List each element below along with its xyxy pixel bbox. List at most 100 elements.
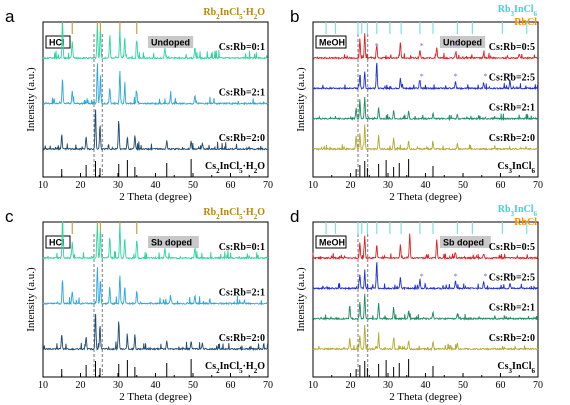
x-tick-label: 60 [496,180,506,191]
rbcl-peak-marker: * [508,72,512,81]
x-axis-title: 2 Theta (degree) [389,191,462,203]
rbcl-peak-marker: * [484,272,488,281]
x-tick-label: 70 [263,380,273,391]
x-axis-title: 2 Theta (degree) [119,391,192,403]
legend-entry: RbCl [514,17,537,28]
condition-tag: Sb doped [440,236,491,248]
legend-entry: RbCl [514,217,537,228]
x-tick-label: 30 [113,180,123,191]
series-label: Cs:Rb=0:5 [489,42,535,53]
rbcl-peak-marker: * [420,72,424,81]
solvent-tag: MeOH [315,35,347,49]
condition-tag-box [440,236,491,248]
x-tick-label: 50 [188,180,198,191]
reference-label-bottom: Cs3InCl6 [497,361,535,375]
series-label: Cs:Rb=2:0 [219,333,265,344]
rbcl-peak-marker: * [420,41,424,50]
rbcl-peak-marker: * [375,72,379,81]
x-tick-label: 70 [263,180,273,191]
series-label: Cs:Rb=2:1 [489,303,535,314]
legend-entry: Rb2InCl5·H2O [203,7,265,21]
x-axis-title: 2 Theta (degree) [389,391,462,403]
panel-letter: d [290,207,299,226]
series-label: Cs:Rb=2:1 [219,288,265,299]
series-label: Cs:Rb=2:5 [489,72,535,83]
condition-tag: Undoped [148,36,194,48]
x-tick-label: 60 [226,180,236,191]
x-tick-label: 40 [421,380,431,391]
series-label: Cs:Rb=2:1 [489,103,535,114]
solvent-tag-box [45,235,71,249]
x-tick-label: 20 [76,180,86,191]
x-tick-label: 10 [308,380,318,391]
series-label: Cs:Rb=2:0 [489,333,535,344]
rbcl-peak-marker: * [375,272,379,281]
solvent-tag-label: MeOH [319,238,345,248]
x-axis-title: 2 Theta (degree) [119,191,192,203]
solvent-tag-box [45,35,71,49]
condition-tag: Undoped [440,36,486,48]
series-label: Cs:Rb=2:5 [489,272,535,283]
solvent-tag: HCl [45,35,71,49]
rbcl-peak-marker: * [508,272,512,281]
condition-tag-label: Undoped [151,38,190,48]
y-axis-title: Intensity (a.u.) [25,267,37,332]
reference-label-bottom: Cs2InCl5·H2O [205,361,265,375]
condition-tag-label: Sb doped [151,238,192,248]
x-tick-label: 40 [151,180,161,191]
x-tick-label: 70 [533,380,543,391]
condition-tag-box [148,36,194,48]
x-tick-label: 20 [346,180,356,191]
series-trace [312,124,539,152]
solvent-tag-label: HCl [49,238,65,248]
x-tick-label: 40 [151,380,161,391]
x-tick-label: 30 [383,380,393,391]
x-tick-label: 60 [496,380,506,391]
x-tick-label: 60 [226,380,236,391]
rbcl-peak-marker: * [454,41,458,50]
condition-tag-box [440,36,486,48]
series-trace [312,33,539,61]
x-tick-label: 50 [188,380,198,391]
y-axis-title: Intensity (a.u.) [295,67,307,132]
rbcl-peak-marker: * [420,272,424,281]
series-label: Cs:Rb=0:1 [219,242,265,253]
series-label: Cs:Rb=0:5 [489,242,535,253]
solvent-tag: MeOH [315,235,347,249]
rbcl-peak-marker: * [484,72,488,81]
x-tick-label: 50 [458,180,468,191]
series-label: Cs:Rb=0:1 [219,42,265,53]
solvent-tag: HCl [45,235,71,249]
series-trace [42,313,269,352]
panel-letter: b [290,7,299,26]
rbcl-peak-marker: * [375,41,379,50]
panel-a: a 10 20 30 40 50 60 70 2 Theta (degree) Intensity… [5,7,273,203]
legend-entry: Rb3InCl6 [498,4,538,18]
series-label: Cs:Rb=2:0 [489,133,535,144]
legend-entry: Rb2InCl5·H2O [203,207,265,221]
panel-b: b 10 20 30 40 50 60 70 2 Theta (degree) Intensity… [290,4,543,203]
condition-tag-label: Sb doped [443,238,484,248]
y-axis-title: Intensity (a.u.) [295,267,307,332]
series-trace [312,293,539,321]
series-trace [312,62,539,91]
condition-tag: Sb doped [148,236,199,248]
x-tick-label: 20 [76,380,86,391]
panel-letter: a [5,7,15,26]
reference-label-bottom: Cs2InCl5·H2O [205,161,265,175]
solvent-tag-box [315,235,347,249]
series-trace [42,63,269,106]
series-trace [42,109,269,152]
x-tick-label: 30 [113,380,123,391]
series-trace [42,22,269,61]
solvent-tag-box [315,35,347,49]
solvent-tag-label: MeOH [319,38,345,48]
panel-d: d 10 20 30 40 50 60 70 2 Theta (degree) Intensity… [290,204,543,403]
x-tick-label: 70 [533,180,543,191]
y-axis-title: Intensity (a.u.) [25,67,37,132]
x-tick-label: 30 [383,180,393,191]
series-trace [42,267,269,306]
solvent-tag-label: HCl [49,38,65,48]
series-trace [312,97,539,122]
